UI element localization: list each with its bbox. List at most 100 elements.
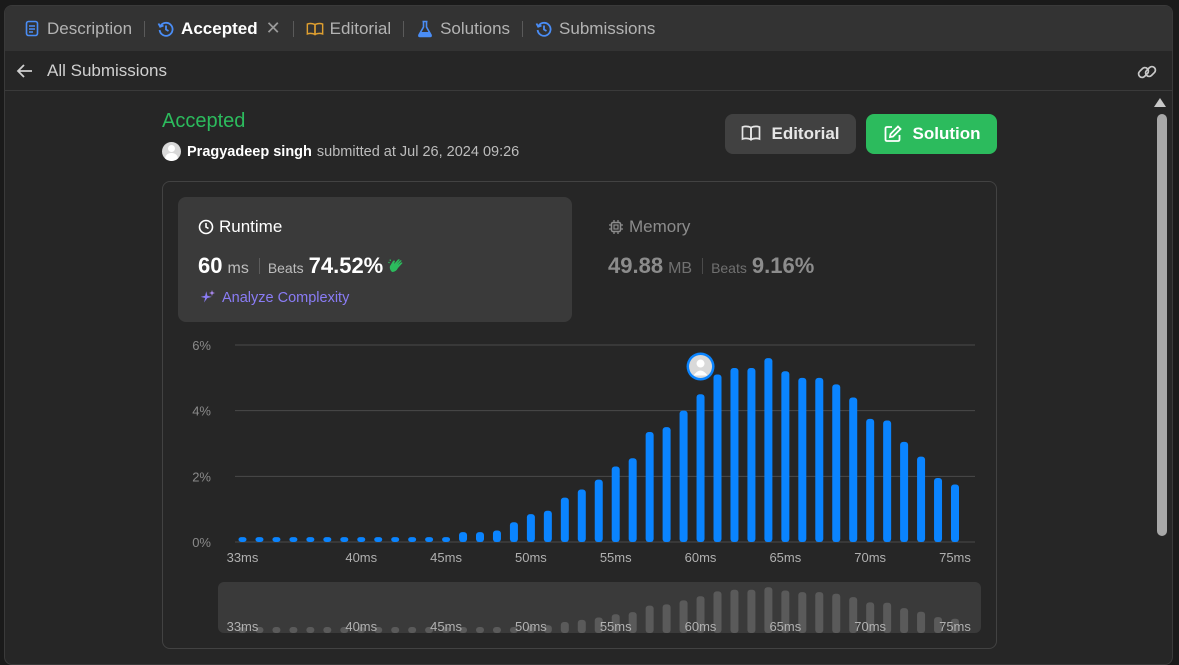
tab-editorial[interactable]: Editorial [302, 6, 395, 51]
flask-icon [416, 20, 434, 38]
memory-title[interactable]: Memory [608, 217, 690, 237]
tab-label: Accepted [181, 18, 258, 38]
overview-bar [696, 596, 705, 633]
chart-bar [476, 532, 484, 542]
chart-bar [408, 537, 417, 542]
overview-bar [543, 625, 552, 633]
runtime-unit: ms [227, 260, 249, 277]
tab-solutions[interactable]: Solutions [412, 6, 514, 51]
overview-bar [934, 617, 943, 633]
overview-strip [218, 582, 981, 633]
submission-subbar: All Submissions [5, 51, 1172, 91]
submitter-info: Pragyadeep singh submitted at Jul 26, 20… [162, 142, 519, 161]
submission-status: Accepted [162, 110, 246, 132]
chart-bar [492, 530, 501, 542]
overview-tick-label: 50ms [515, 619, 547, 634]
chart-bar [679, 410, 688, 542]
scroll-up-arrow[interactable] [1154, 98, 1166, 107]
close-icon[interactable]: ✕ [265, 18, 281, 38]
tab-label: Editorial [329, 18, 392, 38]
chart-bar [798, 377, 807, 542]
overview-bar [764, 587, 773, 633]
chart-bar [543, 510, 552, 542]
overview-bar [476, 627, 484, 633]
back-arrow-icon[interactable] [15, 61, 35, 81]
overview-bar [747, 589, 756, 633]
user-marker-body [693, 370, 708, 376]
overview-bar [849, 597, 858, 633]
chart-bar [781, 371, 790, 542]
overview-bar [781, 590, 790, 633]
chart-bar [357, 537, 366, 542]
overview-tick-label: 33ms [227, 619, 259, 634]
chart-bar [934, 477, 943, 542]
clap-icon [387, 257, 405, 275]
avatar[interactable] [162, 142, 181, 161]
runtime-distribution-chart[interactable]: 0% 2% 4% 6% 33ms 40ms 45ms 50ms 55ms 60ms 65ms 70ms… [163, 182, 998, 650]
runtime-beats-label: Beats [267, 260, 304, 276]
all-submissions-link[interactable]: All Submissions [47, 60, 167, 80]
analyze-complexity-link[interactable]: Analyze Complexity [198, 289, 349, 307]
chart-bar [425, 537, 434, 542]
history-icon [157, 20, 175, 38]
y-tick-label: 2% [192, 469, 211, 484]
overview-bar [594, 617, 603, 633]
chart-bar [509, 522, 518, 542]
overview-bar [866, 602, 875, 633]
memory-metric: 49.88 MB Beats 9.16% [608, 253, 814, 279]
overview-tick-label: 45ms [430, 619, 462, 634]
chart-bar [255, 537, 264, 542]
chart-bar [560, 497, 569, 542]
chart-bar [662, 427, 671, 542]
x-tick-label: 50ms [515, 550, 547, 565]
chart-bar [374, 537, 383, 542]
y-tick-label: 4% [192, 404, 211, 419]
x-tick-label: 70ms [854, 550, 886, 565]
overview-bar [951, 618, 959, 633]
overview-bar [459, 627, 468, 633]
runtime-panel[interactable]: Runtime 60 ms Beats 74.52% Analyze Compl… [178, 197, 572, 322]
x-tick-label: 45ms [430, 550, 462, 565]
chart-bar [849, 397, 858, 542]
overview-bar [425, 627, 434, 633]
memory-beats-pct: 9.16% [751, 253, 815, 278]
chart-bar [238, 537, 247, 542]
overview-bar [832, 593, 841, 633]
description-icon [23, 20, 41, 38]
book-icon [741, 124, 761, 144]
link-icon[interactable] [1136, 61, 1158, 83]
overview-bar [289, 627, 298, 633]
overview-bar [815, 592, 824, 633]
overview-bar [900, 608, 909, 633]
y-tick-label: 0% [192, 535, 211, 550]
scrollbar-thumb[interactable] [1157, 114, 1167, 536]
x-tick-label: 60ms [685, 550, 717, 565]
solution-button[interactable]: Solution [866, 114, 997, 154]
chart-bar [526, 514, 535, 542]
memory-value: 49.88 [608, 253, 664, 278]
tab-description[interactable]: Description [19, 6, 136, 51]
chart-bar [764, 358, 773, 542]
submission-panel: Description Accepted ✕ Editorial Solutio… [4, 5, 1173, 665]
memory-beats-label: Beats [711, 260, 747, 276]
chart-bar [611, 466, 620, 542]
tab-accepted[interactable]: Accepted ✕ [153, 6, 285, 51]
overview-bar [611, 614, 620, 633]
overview-bar [509, 627, 518, 633]
overview-bar [408, 627, 417, 633]
overview-bar [577, 619, 586, 633]
chart-bar [713, 374, 722, 542]
chart-bar [747, 367, 756, 542]
metric-divider [258, 258, 260, 274]
chart-bar [917, 456, 926, 542]
editorial-button[interactable]: Editorial [725, 114, 856, 154]
chart-bar [340, 537, 349, 542]
x-tick-label: 75ms [939, 550, 971, 565]
chart-bar [323, 537, 332, 542]
overview-tick-label: 55ms [600, 619, 632, 634]
overview-bar [713, 591, 722, 633]
chart-bar [391, 537, 400, 542]
solution-button-label: Solution [912, 124, 981, 143]
submitter-name[interactable]: Pragyadeep singh [187, 143, 312, 160]
tab-submissions[interactable]: Submissions [531, 6, 659, 51]
